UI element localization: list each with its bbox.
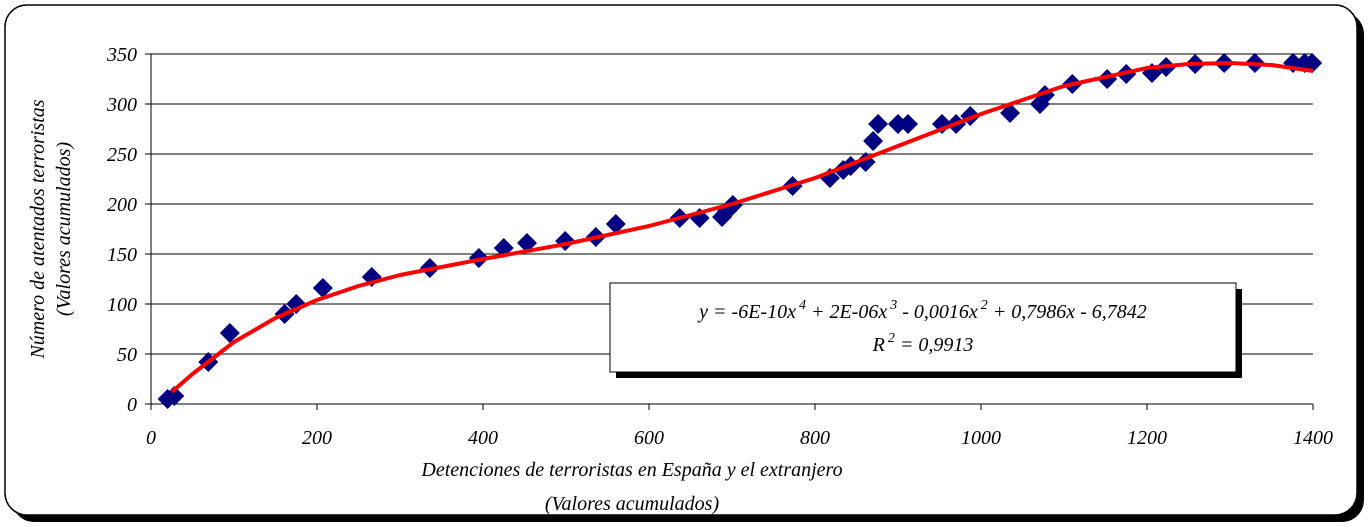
point bbox=[1302, 53, 1323, 73]
point bbox=[312, 278, 333, 298]
x-axis-title: Detenciones de terroristas en España y e… bbox=[420, 459, 842, 481]
y-axis-title: Número de atentados terroristas bbox=[27, 99, 49, 359]
y-tick-label: 350 bbox=[106, 44, 137, 66]
equation-part: + 0,7986x - 6,7842 bbox=[988, 301, 1147, 323]
x-tick-label: 200 bbox=[302, 427, 332, 449]
y-tick-label: 250 bbox=[107, 144, 137, 166]
y-axis-title: (Valores acumulados) bbox=[53, 142, 75, 317]
x-tick-label: 600 bbox=[634, 427, 664, 449]
point bbox=[863, 131, 884, 151]
superscript: 2 bbox=[981, 298, 988, 313]
point bbox=[164, 386, 185, 406]
point bbox=[605, 214, 626, 234]
equation-box bbox=[609, 282, 1237, 373]
equation-text: y = -6E-10x 4 + 2E-06x 3 - 0,0016x 2 + 0,79… bbox=[697, 298, 1147, 323]
point bbox=[897, 114, 918, 134]
x-tick-label: 0 bbox=[146, 427, 156, 449]
equation-part: = 0,9913 bbox=[895, 334, 974, 356]
point bbox=[516, 233, 537, 253]
y-tick-label: 0 bbox=[127, 394, 137, 416]
point bbox=[1000, 103, 1021, 123]
x-tick-label: 1200 bbox=[1127, 427, 1167, 449]
superscript: 4 bbox=[799, 298, 806, 313]
point bbox=[868, 114, 889, 134]
equation-part: y = -6E-10x bbox=[697, 301, 796, 323]
y-tick-label: 200 bbox=[107, 194, 137, 216]
equation-part: R bbox=[872, 334, 885, 356]
x-tick-label: 400 bbox=[468, 427, 498, 449]
y-tick-label: 150 bbox=[107, 244, 137, 266]
trend-line bbox=[170, 61, 1314, 394]
y-tick-label: 100 bbox=[107, 294, 137, 316]
y-tick-label: 50 bbox=[117, 344, 137, 366]
frame bbox=[4, 4, 1358, 516]
x-tick-label: 1400 bbox=[1293, 427, 1333, 449]
equation-part: + 2E-06x bbox=[806, 301, 887, 323]
x-tick-label: 1000 bbox=[961, 427, 1001, 449]
point bbox=[219, 323, 240, 343]
superscript: 2 bbox=[888, 331, 895, 346]
superscript: 3 bbox=[889, 298, 897, 313]
x-axis-title: (Valores acumulados) bbox=[545, 493, 720, 515]
x-tick-label: 800 bbox=[800, 427, 830, 449]
equation-part: - 0,0016x bbox=[897, 301, 978, 323]
y-tick-label: 300 bbox=[106, 94, 137, 116]
